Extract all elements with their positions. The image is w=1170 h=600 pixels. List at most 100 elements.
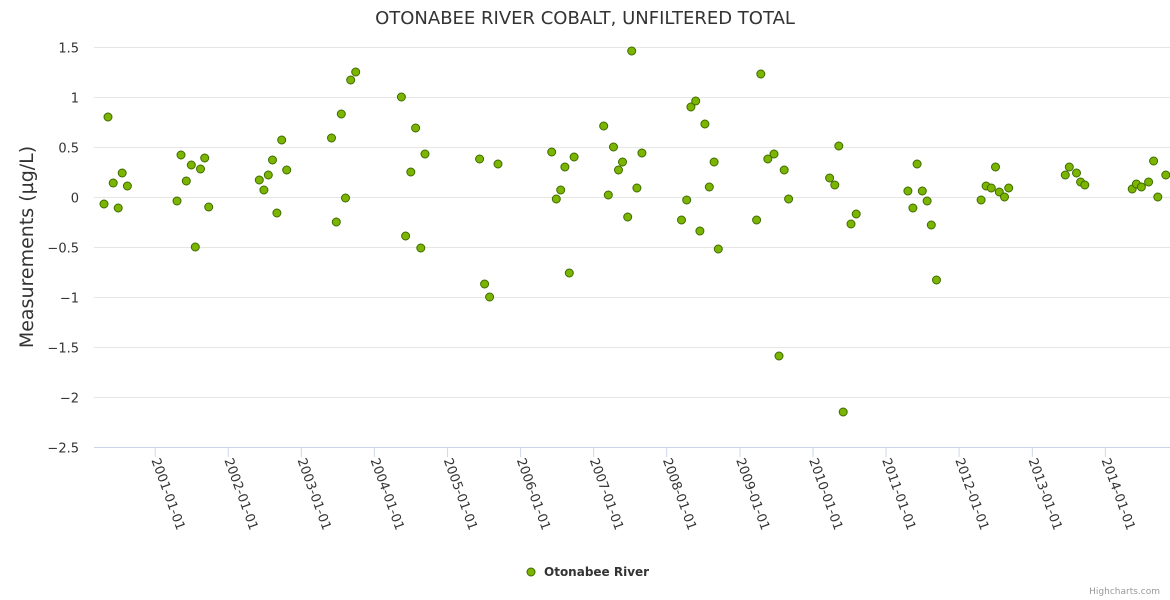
series-otonabee-river[interactable] — [99, 46, 1170, 417]
data-point[interactable] — [912, 159, 922, 169]
data-point[interactable] — [1072, 168, 1081, 178]
data-point[interactable] — [200, 153, 210, 163]
data-point[interactable] — [779, 165, 789, 175]
data-point[interactable] — [99, 199, 109, 209]
data-point[interactable] — [117, 168, 127, 178]
data-point[interactable] — [108, 178, 118, 188]
data-point[interactable] — [686, 102, 696, 112]
data-point[interactable] — [599, 121, 609, 131]
data-point[interactable] — [263, 170, 273, 180]
data-point[interactable] — [406, 167, 416, 177]
data-point[interactable] — [103, 112, 113, 122]
data-point[interactable] — [569, 152, 579, 162]
data-point[interactable] — [752, 215, 762, 225]
data-point[interactable] — [411, 123, 421, 133]
data-point[interactable] — [346, 75, 356, 85]
data-point[interactable] — [784, 194, 794, 204]
data-point[interactable] — [327, 133, 336, 143]
data-point[interactable] — [851, 209, 861, 219]
data-point[interactable] — [618, 157, 627, 167]
data-point[interactable] — [1136, 182, 1146, 192]
data-point[interactable] — [1060, 170, 1070, 180]
data-point[interactable] — [609, 142, 618, 152]
data-point[interactable] — [331, 217, 341, 227]
data-point[interactable] — [926, 220, 936, 230]
data-point[interactable] — [420, 149, 430, 159]
y-tick-label: 1 — [71, 92, 79, 107]
data-point[interactable] — [1000, 192, 1009, 202]
data-point[interactable] — [1153, 192, 1163, 202]
data-point[interactable] — [396, 92, 406, 102]
data-point[interactable] — [614, 165, 623, 175]
data-point[interactable] — [1004, 183, 1014, 193]
data-point[interactable] — [922, 196, 932, 206]
legend-item-otonabee-river[interactable]: Otonabee River — [544, 565, 649, 579]
data-point[interactable] — [336, 109, 346, 119]
data-point[interactable] — [1149, 156, 1159, 166]
data-point[interactable] — [677, 215, 686, 225]
data-point[interactable] — [623, 212, 633, 222]
data-point[interactable] — [632, 183, 642, 193]
data-point[interactable] — [480, 279, 490, 289]
data-point[interactable] — [700, 119, 710, 129]
data-point[interactable] — [976, 195, 986, 205]
credits-link[interactable]: Highcharts.com — [1089, 587, 1160, 597]
data-point[interactable] — [695, 226, 705, 236]
data-point[interactable] — [268, 155, 277, 165]
data-point[interactable] — [932, 275, 941, 285]
data-point[interactable] — [564, 268, 574, 278]
data-point[interactable] — [186, 160, 196, 170]
data-point[interactable] — [1161, 170, 1170, 180]
data-point[interactable] — [991, 162, 1000, 172]
data-point[interactable] — [196, 164, 205, 174]
data-point[interactable] — [769, 149, 779, 159]
data-point[interactable] — [903, 186, 913, 196]
data-point[interactable] — [181, 176, 191, 186]
data-point[interactable] — [551, 194, 561, 204]
legend[interactable]: Otonabee River — [526, 565, 649, 579]
data-point[interactable] — [341, 193, 350, 203]
data-point[interactable] — [176, 150, 186, 160]
data-point[interactable] — [1144, 177, 1154, 187]
data-point[interactable] — [763, 154, 773, 164]
data-point[interactable] — [846, 219, 856, 229]
data-point[interactable] — [172, 196, 182, 206]
data-point[interactable] — [547, 147, 557, 157]
data-point[interactable] — [351, 67, 361, 77]
data-point[interactable] — [259, 185, 269, 195]
data-point[interactable] — [682, 195, 692, 205]
data-point[interactable] — [627, 46, 637, 56]
data-point[interactable] — [493, 159, 503, 169]
data-point[interactable] — [709, 157, 719, 167]
data-point[interactable] — [908, 203, 918, 213]
data-point[interactable] — [254, 175, 264, 185]
data-point[interactable] — [637, 148, 647, 158]
data-point[interactable] — [1064, 162, 1074, 172]
data-point[interactable] — [834, 141, 844, 151]
data-point[interactable] — [475, 154, 485, 164]
data-point[interactable] — [277, 135, 287, 145]
data-point[interactable] — [825, 173, 835, 183]
data-point[interactable] — [986, 183, 996, 193]
data-point[interactable] — [704, 182, 714, 192]
data-point[interactable] — [691, 96, 701, 106]
data-point[interactable] — [122, 181, 132, 191]
data-point[interactable] — [774, 351, 784, 361]
data-point[interactable] — [401, 231, 411, 241]
data-point[interactable] — [190, 242, 200, 252]
data-point[interactable] — [603, 190, 613, 200]
data-point[interactable] — [560, 162, 570, 172]
data-point[interactable] — [416, 243, 426, 253]
data-point[interactable] — [204, 202, 214, 212]
data-point[interactable] — [830, 180, 840, 190]
data-point[interactable] — [1080, 180, 1090, 190]
data-point[interactable] — [272, 208, 282, 218]
data-point[interactable] — [713, 244, 723, 254]
data-point[interactable] — [756, 69, 766, 79]
data-point[interactable] — [838, 407, 848, 417]
data-point[interactable] — [282, 165, 292, 175]
data-point[interactable] — [113, 203, 123, 213]
data-point[interactable] — [556, 185, 566, 195]
data-point[interactable] — [917, 186, 927, 196]
data-point[interactable] — [485, 292, 495, 302]
